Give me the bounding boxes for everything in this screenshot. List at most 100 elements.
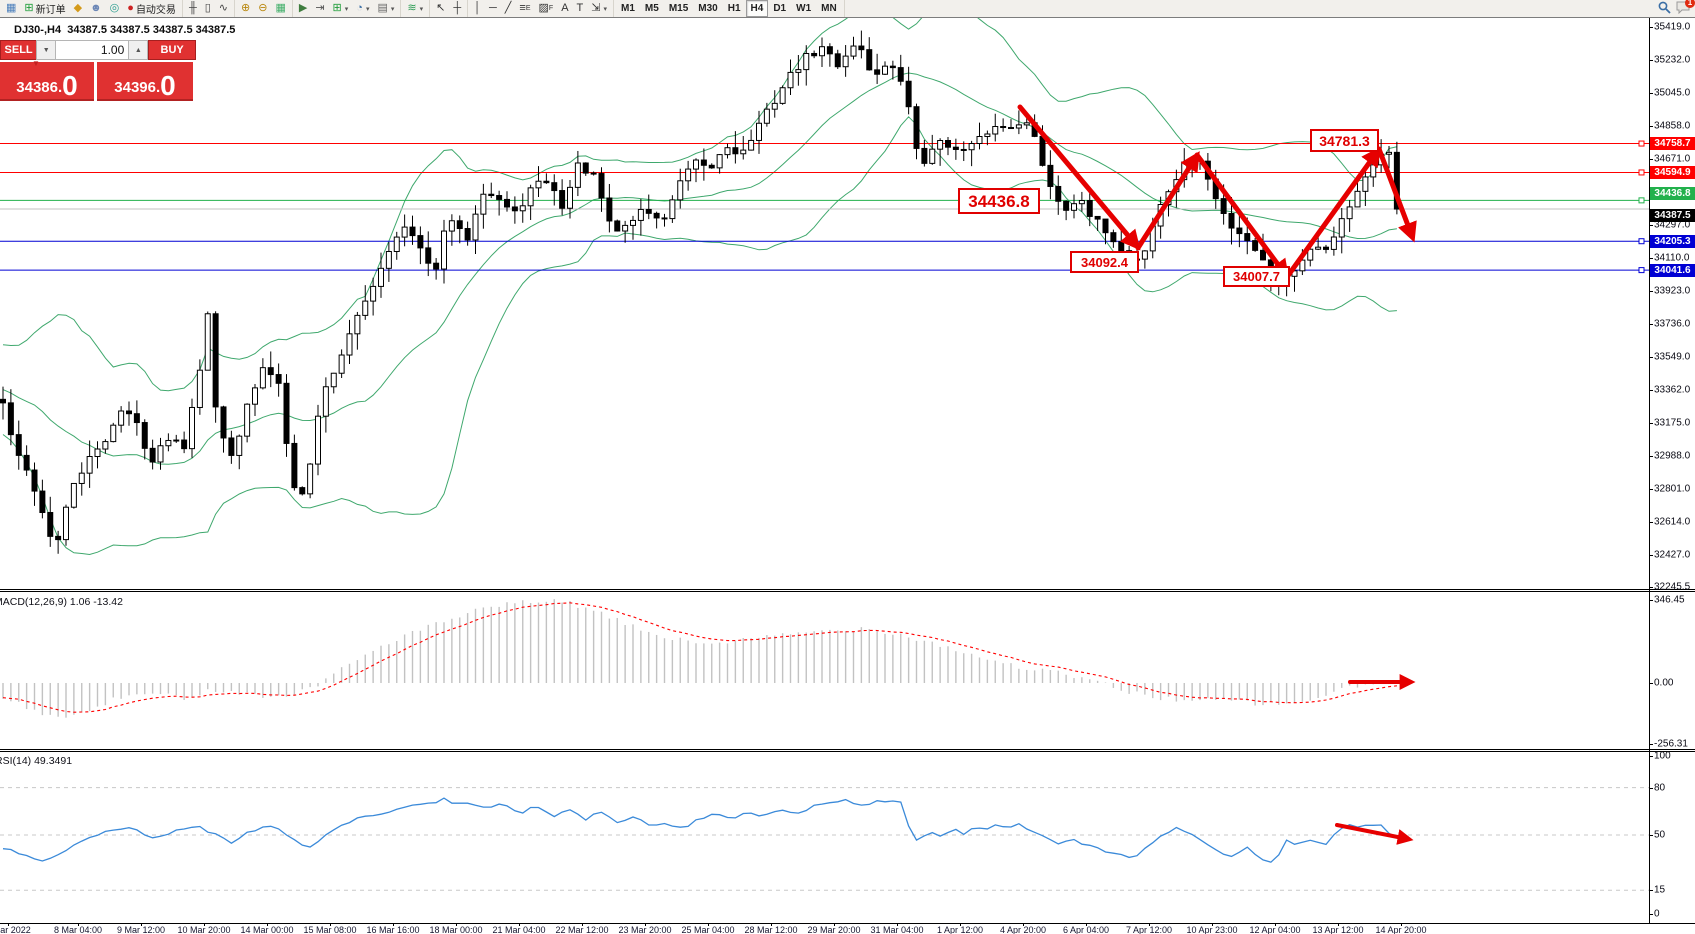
auto-scroll-icon[interactable]: ▶	[298, 2, 308, 14]
toolbar-right: 1	[1658, 0, 1695, 17]
tf-h4[interactable]: H4	[745, 0, 769, 17]
tf-m5[interactable]: M5	[644, 3, 659, 14]
buy-price-dot: .	[155, 79, 161, 96]
market-watch-icon[interactable]: ▦	[6, 2, 17, 14]
zoom-in-icon[interactable]: ⊕	[241, 2, 251, 14]
toolbar: ▦ ⊞ 新订单 ◆ ☻ ◎ ● 自动交易 ╫ ▯ ∿ ⊕ ⊖ ▦ ▶ ⇥ ⊞ ▾ ◔ ▾ ▤ ▾ ≋ ▾ ↖ ┼ │ ─ ╱ ≡ E ▨ F A T…	[0, 0, 1695, 18]
trendline-icon[interactable]: ╱	[504, 2, 512, 14]
cursor-icon[interactable]: ↖	[436, 2, 446, 14]
tile-windows-icon[interactable]: ▦	[275, 2, 286, 14]
annotation-price-label[interactable]: 34781.3	[1310, 129, 1379, 152]
vline-icon[interactable]: │	[474, 2, 481, 14]
date-axis-label: 31 Mar 04:00	[870, 925, 924, 934]
date-axis-tick	[78, 923, 79, 926]
price-direction-icon: ▼	[32, 59, 40, 68]
date-axis-label: 28 Mar 12:00	[744, 925, 798, 934]
line-chart-icon[interactable]: ∿	[218, 2, 229, 14]
favorites-icon[interactable]: ◆	[73, 2, 83, 14]
crosshair-icon[interactable]: ┼	[453, 2, 462, 14]
date-axis-tick	[267, 923, 268, 926]
date-axis-tick	[1401, 923, 1402, 926]
date-axis-label: 12 Apr 04:00	[1249, 925, 1301, 934]
volume-input[interactable]	[56, 40, 129, 60]
date-axis-tick	[771, 923, 772, 926]
sell-price[interactable]: 34386. 0	[0, 62, 94, 101]
text-icon[interactable]: A	[561, 2, 569, 14]
date-axis-tick	[897, 923, 898, 926]
axis-tick	[1649, 258, 1653, 260]
candlestick-icon[interactable]: ▯	[204, 2, 211, 14]
chat-icon[interactable]: 1	[1676, 0, 1695, 17]
symbol-period-label: DJ30-,H4	[14, 24, 62, 36]
axis-tick	[1649, 599, 1653, 601]
tf-m30[interactable]: M30	[698, 3, 718, 14]
toolbar-group: ▦ ⊞ 新订单 ◆ ☻ ◎ ● 自动交易	[0, 0, 183, 17]
price-axis-label: 33736.0	[1654, 318, 1691, 330]
date-axis-tick	[1149, 923, 1150, 926]
date-axis-label: 9 Mar 12:00	[116, 925, 166, 934]
axis-tick	[1649, 126, 1653, 128]
notification-badge: 1	[1685, 0, 1695, 8]
tf-m1[interactable]: M1	[621, 3, 635, 14]
price-level-badge: 34041.6	[1650, 263, 1695, 277]
label-icon[interactable]: T	[576, 2, 584, 14]
tf-d1[interactable]: D1	[773, 3, 787, 14]
axis-tick	[1649, 555, 1653, 557]
new-order-button[interactable]: ⊞ 新订单	[24, 2, 66, 16]
tf-m15[interactable]: M15	[668, 3, 689, 14]
autotrading-button[interactable]: ● 自动交易	[127, 2, 176, 16]
sell-price-pips: 0	[62, 69, 78, 101]
axis-tick	[1649, 587, 1653, 589]
tf-mn[interactable]: MN	[821, 3, 837, 14]
date-axis-tick	[1086, 923, 1087, 926]
toolbar-group: ⊕ ⊖ ▦	[235, 0, 293, 17]
shapes-button[interactable]: ⇲ ▾	[591, 2, 608, 14]
period-button[interactable]: ◔ ▾	[356, 2, 370, 14]
price-axis-label: 34858.0	[1654, 120, 1691, 132]
annotation-price-label[interactable]: 34436.8	[958, 188, 1040, 214]
date-axis-label: 10 Mar 20:00	[177, 925, 231, 934]
date-axis-label: 10 Apr 23:00	[1186, 925, 1238, 934]
fibo-icon[interactable]: ≡ E	[519, 2, 531, 14]
price-axis-label: 33175.0	[1654, 417, 1691, 429]
price-axis-label: 32614.0	[1654, 516, 1691, 528]
sell-price-dot: .	[57, 79, 63, 96]
template-button[interactable]: ▤ ▾	[377, 2, 395, 14]
sell-button[interactable]: SELL	[0, 40, 37, 60]
chart-shift-icon[interactable]: ⇥	[315, 2, 325, 14]
annotation-price-label[interactable]: 34007.7	[1223, 266, 1290, 287]
axis-tick	[1649, 93, 1653, 94]
signals-icon[interactable]: ◎	[109, 2, 120, 14]
channel-icon[interactable]: ▨ F	[538, 2, 554, 14]
date-axis-label: 14 Mar 00:00	[240, 925, 294, 934]
date-axis-label: 21 Mar 04:00	[492, 925, 546, 934]
indicator-list-button[interactable]: ≋ ▾	[407, 2, 424, 14]
date-axis-tick	[456, 923, 457, 926]
volume-decrease-button[interactable]: ▼	[36, 40, 57, 60]
date-axis-label: 29 Mar 20:00	[807, 925, 861, 934]
add-indicator-button[interactable]: ⊞ ▾	[332, 2, 349, 14]
macd-axis-label: -256.31	[1654, 738, 1688, 750]
contacts-icon[interactable]: ☻	[90, 2, 102, 14]
buy-button[interactable]: BUY	[148, 40, 196, 60]
hline-icon[interactable]: ─	[489, 2, 497, 14]
price-axis-label: 33362.0	[1654, 384, 1691, 396]
price-axis-label: 35419.0	[1654, 21, 1691, 33]
annotation-price-label[interactable]: 34092.4	[1070, 251, 1139, 273]
bar-chart-icon[interactable]: ╫	[188, 2, 197, 14]
axis-tick	[1649, 456, 1653, 458]
price-axis-label: 32801.0	[1654, 483, 1691, 495]
date-axis-label: 23 Mar 20:00	[618, 925, 672, 934]
toolbar-group: M1 M5 M15 M30 H1 H4 D1 W1 MN	[614, 0, 845, 17]
price-axis-label: 34110.0	[1654, 252, 1690, 264]
search-icon[interactable]	[1658, 1, 1671, 17]
volume-increase-button[interactable]: ▲	[128, 40, 149, 60]
macd-indicator-label: MACD(12,26,9) 1.06 -13.42	[0, 596, 123, 608]
axis-tick	[1649, 390, 1653, 392]
tf-w1[interactable]: W1	[796, 3, 812, 14]
axis-tick	[1649, 423, 1653, 425]
tf-h1[interactable]: H1	[727, 3, 741, 14]
buy-price[interactable]: 34396. 0	[97, 62, 193, 101]
zoom-out-icon[interactable]: ⊖	[258, 2, 268, 14]
